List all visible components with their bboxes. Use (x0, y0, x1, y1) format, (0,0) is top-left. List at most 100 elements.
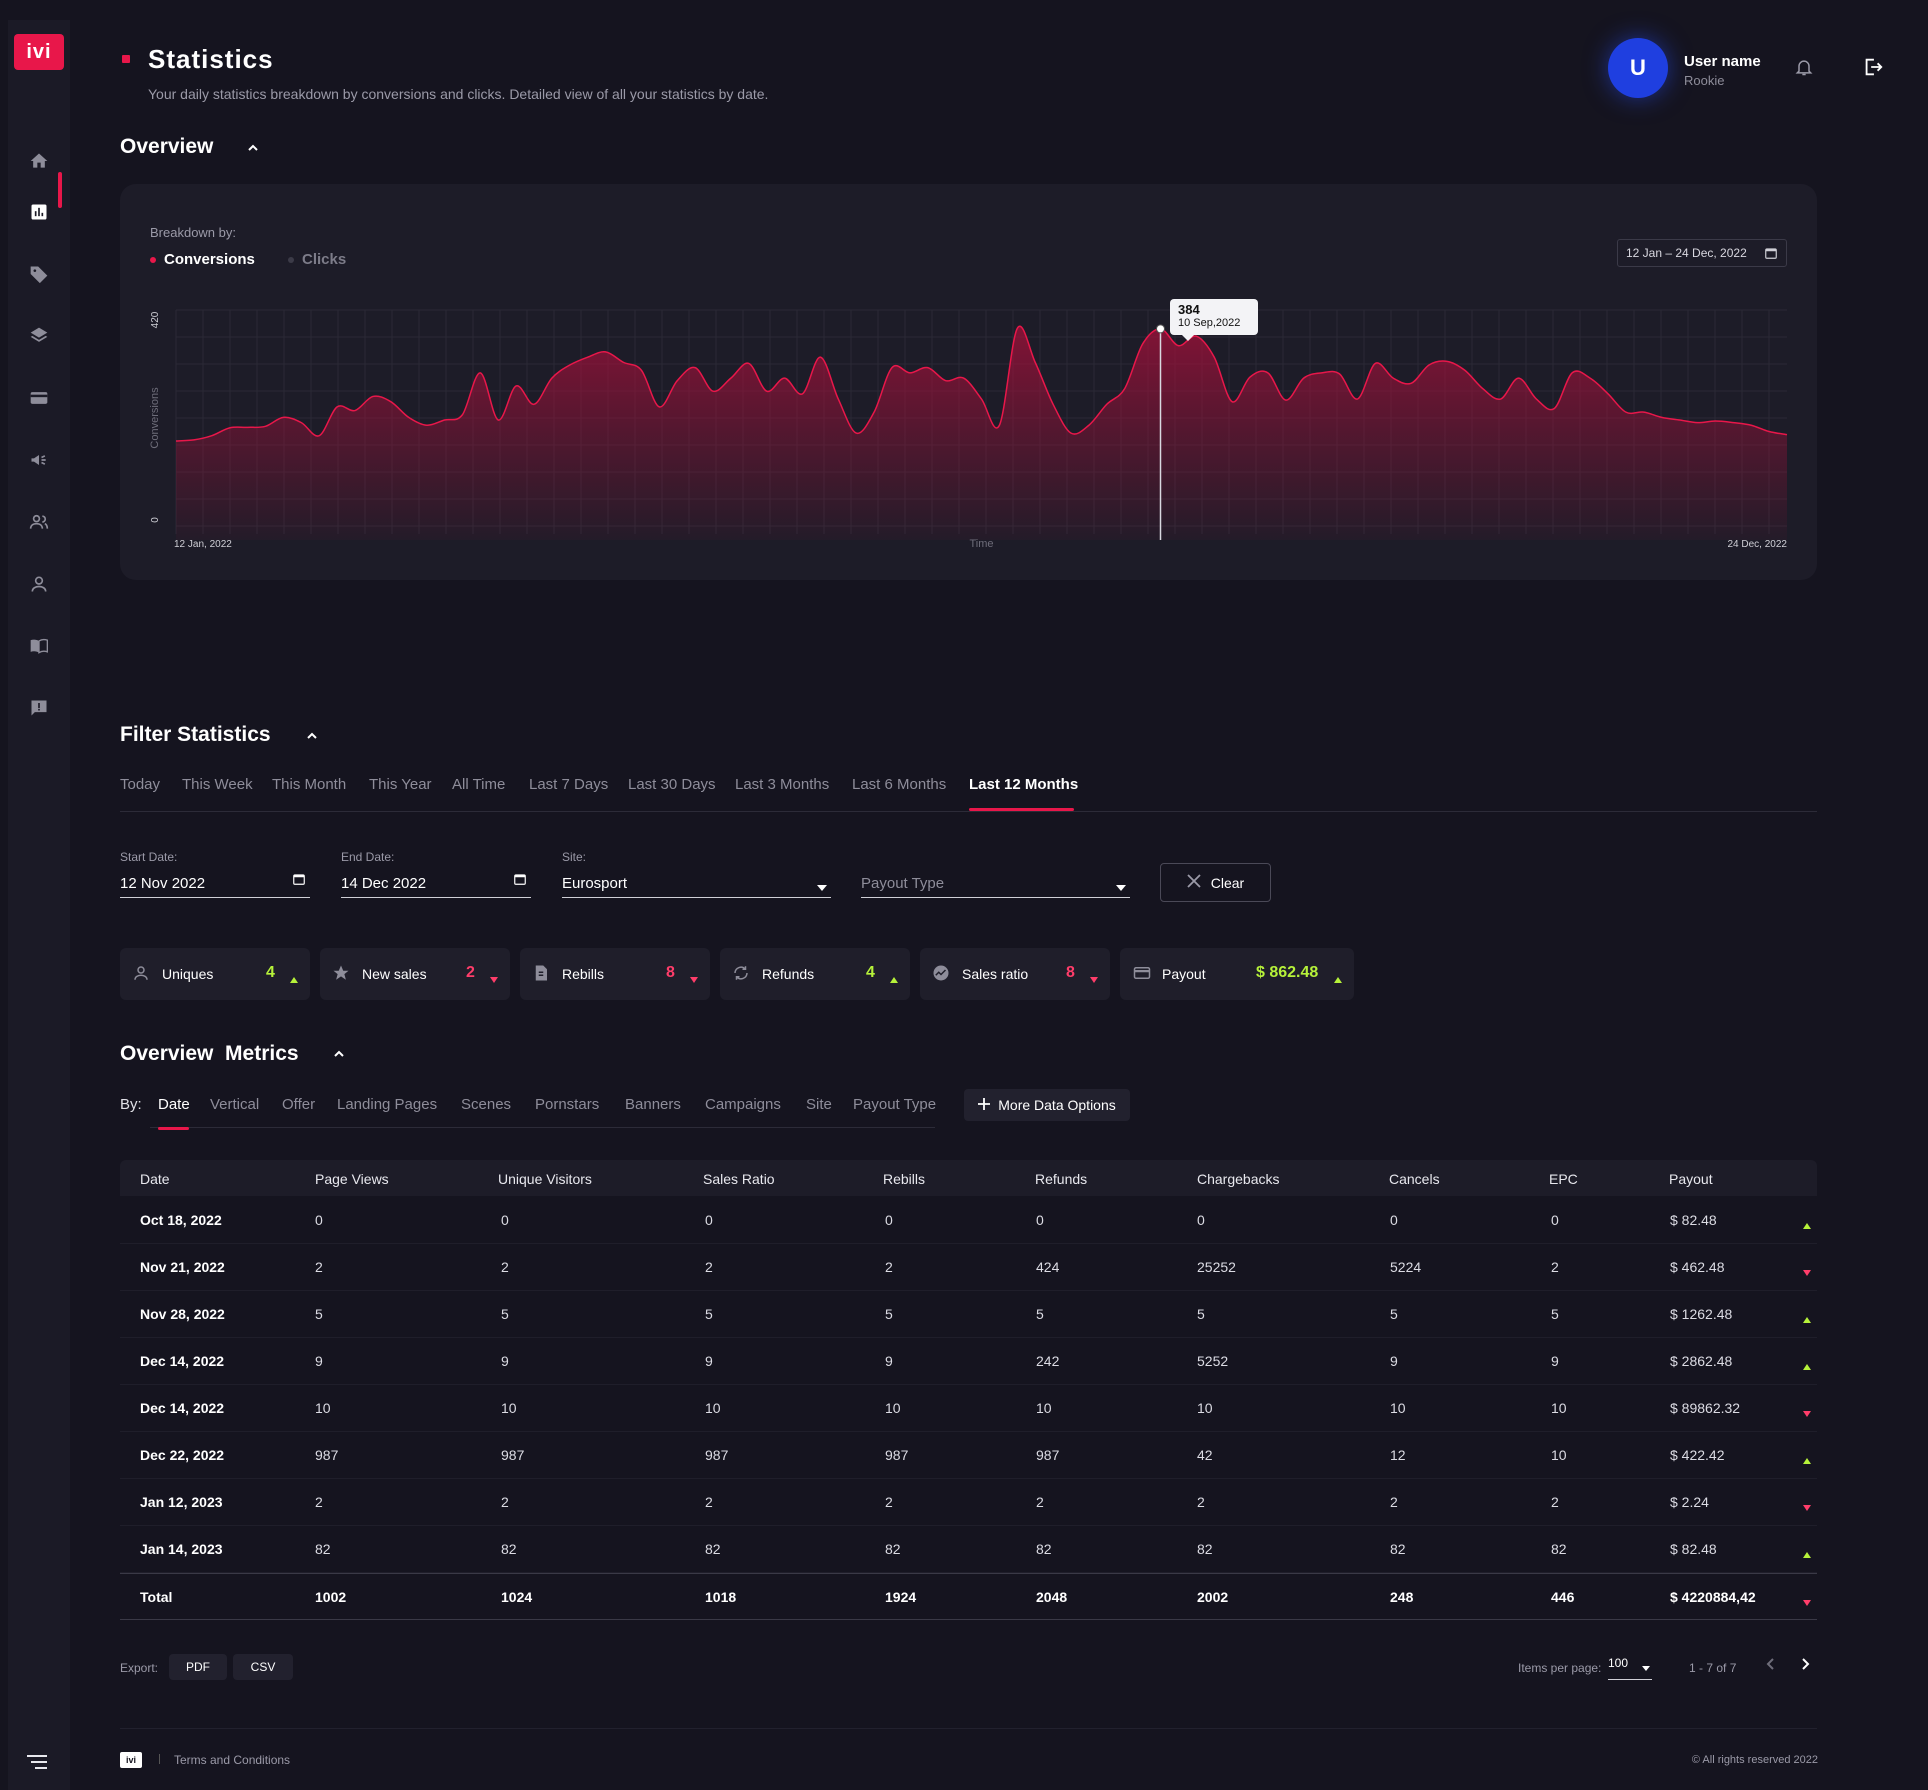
caret-down-icon (817, 878, 827, 896)
table-row[interactable] (120, 1479, 1817, 1526)
column-header[interactable]: Rebills (883, 1171, 926, 1187)
trend-up-icon (1803, 1310, 1811, 1328)
logout-icon[interactable] (1862, 56, 1884, 83)
tab-today[interactable]: Today (120, 776, 161, 793)
chevron-up-icon[interactable] (304, 728, 320, 749)
start-date-value: 12 Nov 2022 (120, 875, 206, 892)
column-header[interactable]: Refunds (1035, 1171, 1088, 1187)
chevron-up-icon[interactable] (245, 140, 261, 161)
table-row[interactable] (120, 1385, 1817, 1432)
tab-this-week[interactable]: This Week (182, 776, 253, 793)
metrics-tab-site[interactable]: Site (806, 1096, 832, 1113)
terms-link[interactable]: Terms and Conditions (174, 1753, 291, 1767)
table-cell: 82 (1036, 1541, 1052, 1557)
start-date-field[interactable]: Start Date: 12 Nov 2022 (120, 850, 310, 898)
table-row[interactable] (120, 1291, 1817, 1338)
megaphone-icon[interactable] (27, 448, 51, 472)
legend-conversions[interactable]: Conversions (150, 251, 255, 268)
legend-dot-icon (288, 256, 294, 263)
chart-date-range[interactable]: 12 Jan – 24 Dec, 2022 (1617, 239, 1787, 267)
table-row[interactable] (120, 1197, 1817, 1244)
total-cell: 2048 (1036, 1589, 1068, 1605)
stat-value: 4 (266, 964, 275, 981)
column-header[interactable]: Date (140, 1171, 170, 1187)
calendar-icon[interactable] (513, 872, 527, 891)
brand-logo[interactable]: ivi (14, 34, 64, 70)
metrics-tab-landing-pages[interactable]: Landing Pages (337, 1096, 438, 1113)
table-cell: 10 (705, 1400, 721, 1416)
feedback-icon[interactable] (27, 696, 51, 720)
metrics-tab-payout-type[interactable]: Payout Type (853, 1096, 937, 1113)
users-icon[interactable] (27, 510, 51, 534)
tab-last-6-months[interactable]: Last 6 Months (852, 776, 947, 793)
export-csv-button[interactable]: CSV (233, 1654, 293, 1680)
stat-value: 8 (1066, 964, 1075, 981)
tab-last-3-months[interactable]: Last 3 Months (735, 776, 830, 793)
table-cell: 2 (1551, 1494, 1559, 1510)
table-cell: 2 (1390, 1494, 1398, 1510)
stat-value: $ 862.48 (1256, 964, 1319, 981)
chevron-left-icon[interactable] (1764, 1657, 1778, 1676)
payout-type-select[interactable]: Payout Type (861, 850, 1130, 898)
export-pdf-button[interactable]: PDF (169, 1654, 227, 1680)
items-per-page-select[interactable]: 100 (1608, 1656, 1652, 1680)
table-cell: 9 (1390, 1353, 1398, 1369)
layers-icon[interactable] (27, 324, 51, 348)
metrics-tab-scenes[interactable]: Scenes (461, 1096, 512, 1113)
metrics-tab-offer[interactable]: Offer (282, 1096, 316, 1113)
calendar-icon[interactable] (292, 872, 306, 891)
legend-clicks[interactable]: Clicks (288, 251, 346, 268)
table-row[interactable] (120, 1526, 1817, 1573)
series-line (175, 325, 1788, 442)
end-date-field[interactable]: End Date: 14 Dec 2022 (341, 850, 531, 898)
metrics-tab-date[interactable]: Date (158, 1096, 190, 1113)
column-header[interactable]: Page Views (315, 1171, 389, 1187)
tab-this-month[interactable]: This Month (272, 776, 347, 793)
metrics-tab-vertical[interactable]: Vertical (210, 1096, 260, 1113)
column-header[interactable]: Cancels (1389, 1171, 1440, 1187)
book-icon[interactable] (27, 634, 51, 658)
table-row[interactable] (120, 1432, 1817, 1479)
tooltip-value: 384 (1178, 302, 1200, 317)
metrics-tab-banners[interactable]: Banners (625, 1096, 681, 1113)
credit-card-icon[interactable] (27, 386, 51, 410)
user-icon[interactable] (27, 572, 51, 596)
series-area (176, 326, 1787, 540)
hover-point[interactable] (1156, 324, 1165, 334)
table-row[interactable] (120, 1244, 1817, 1291)
tab-last-12-months[interactable]: Last 12 Months (969, 776, 1079, 793)
chevron-right-icon[interactable] (1798, 1657, 1812, 1676)
table-cell: $ 422.42 (1670, 1447, 1725, 1463)
stat-payout: Payout $ 862.48 (1120, 948, 1354, 1000)
tab-this-year[interactable]: This Year (369, 776, 432, 793)
column-header[interactable]: Payout (1669, 1171, 1713, 1187)
clear-button[interactable]: Clear (1160, 863, 1271, 902)
more-data-options-label: More Data Options (998, 1097, 1116, 1113)
column-header[interactable]: Unique Visitors (498, 1171, 592, 1187)
breakdown-label: Breakdown by: (150, 225, 236, 240)
tab-all-time[interactable]: All Time (452, 776, 506, 793)
metrics-tab-campaigns[interactable]: Campaigns (705, 1096, 781, 1113)
column-header[interactable]: EPC (1549, 1171, 1578, 1187)
bar-chart-icon[interactable] (27, 200, 51, 224)
overview-title: Overview (120, 135, 214, 158)
table-cell: 2 (705, 1259, 713, 1275)
table-row[interactable] (120, 1338, 1817, 1385)
tag-icon[interactable] (27, 262, 51, 286)
tab-last-30-days[interactable]: Last 30 Days (628, 776, 716, 793)
table-cell: 5 (885, 1306, 893, 1322)
metrics-tab-pornstars[interactable]: Pornstars (535, 1096, 600, 1113)
column-header[interactable]: Sales Ratio (703, 1171, 775, 1187)
table-cell: 0 (1390, 1212, 1398, 1228)
more-data-options-button[interactable]: More Data Options (964, 1089, 1130, 1121)
tab-last-7-days[interactable]: Last 7 Days (529, 776, 609, 793)
menu-icon[interactable] (27, 1754, 49, 1775)
column-header[interactable]: Chargebacks (1197, 1171, 1280, 1187)
home-icon[interactable] (27, 149, 51, 173)
avatar[interactable]: U (1608, 38, 1668, 98)
trend-up-icon (1803, 1451, 1811, 1469)
chevron-up-icon[interactable] (331, 1046, 347, 1067)
site-select[interactable]: Site: Eurosport (562, 850, 831, 898)
table-cell: 5252 (1197, 1353, 1229, 1369)
bell-icon[interactable] (1794, 56, 1814, 83)
